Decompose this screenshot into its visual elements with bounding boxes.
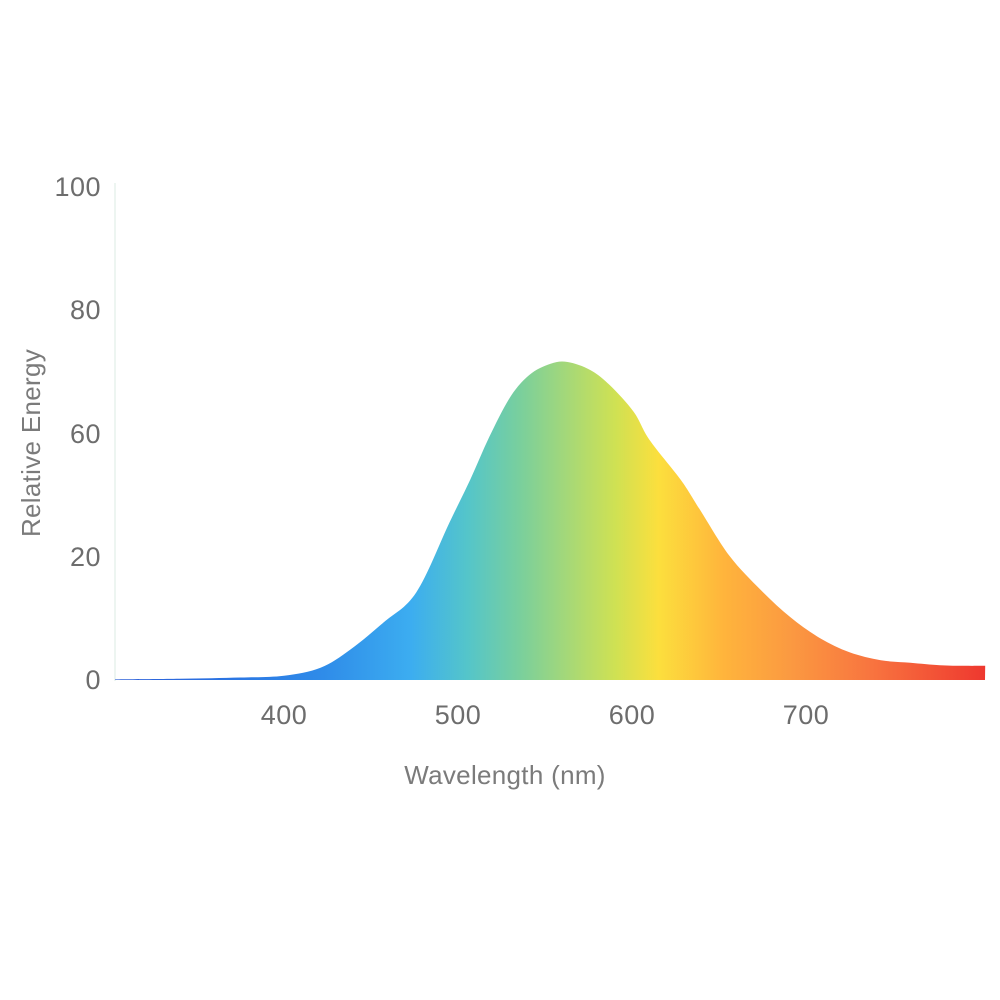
x-tick-label: 700 [782, 700, 830, 730]
y-tick-label: 20 [69, 541, 101, 572]
y-tick-label: 0 [85, 665, 101, 695]
x-tick-label: 500 [434, 700, 482, 730]
y-axis-title: Relative Energy [16, 348, 46, 538]
x-axis-title: Wavelength (nm) [404, 760, 606, 790]
x-tick-label: 400 [260, 700, 308, 730]
x-tick-label: 600 [608, 700, 656, 730]
spectral-energy-area [115, 361, 986, 680]
y-tick-label: 80 [69, 295, 101, 326]
y-tick-label: 60 [69, 418, 101, 449]
y-tick-label: 100 [54, 172, 101, 202]
